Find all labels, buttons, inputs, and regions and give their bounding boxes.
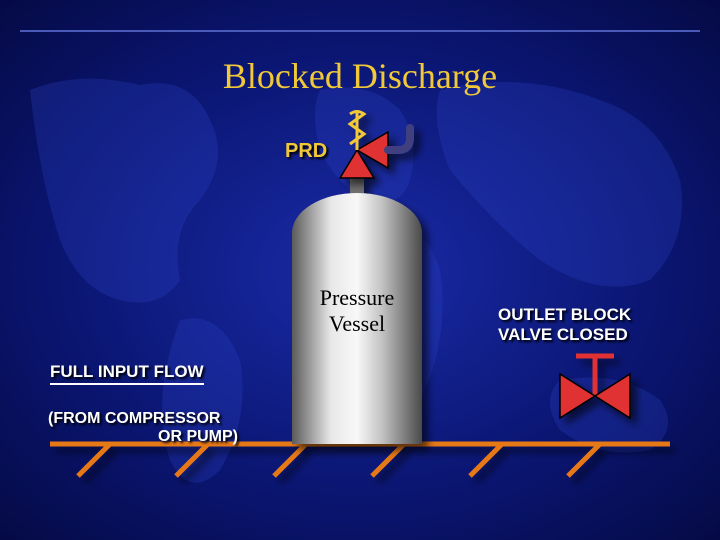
outlet-block-valve bbox=[560, 356, 630, 418]
vessel-label: Pressure Vessel bbox=[292, 285, 422, 337]
outlet-label-l1: OUTLET BLOCK bbox=[498, 305, 631, 324]
outlet-label: OUTLET BLOCK VALVE CLOSED bbox=[498, 305, 631, 344]
prd-valve bbox=[340, 112, 410, 179]
diagram-svg bbox=[0, 0, 720, 540]
outlet-label-l2: VALVE CLOSED bbox=[498, 325, 628, 344]
source-label: (FROM COMPRESSOR OR PUMP) bbox=[48, 410, 238, 445]
vessel-label-l2: Vessel bbox=[329, 311, 385, 336]
source-label-l2: OR PUMP) bbox=[48, 428, 238, 446]
vessel-label-l1: Pressure bbox=[320, 285, 395, 310]
input-flow-label: FULL INPUT FLOW bbox=[50, 362, 204, 385]
source-label-l1: (FROM COMPRESSOR bbox=[48, 410, 238, 428]
ground-line bbox=[50, 444, 670, 476]
prd-label: PRD bbox=[285, 140, 327, 163]
